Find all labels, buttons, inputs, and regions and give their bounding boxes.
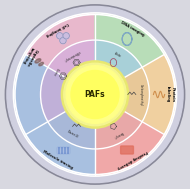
Text: PAFs: PAFs: [85, 90, 105, 99]
Wedge shape: [26, 14, 95, 94]
Text: DNA imaging: DNA imaging: [120, 21, 145, 38]
Text: Carbonylmethyl: Carbonylmethyl: [139, 84, 143, 105]
Text: Organelle
targeting: Organelle targeting: [21, 46, 38, 67]
Text: Cell imaging: Cell imaging: [46, 21, 69, 37]
Wedge shape: [95, 67, 150, 122]
Circle shape: [71, 70, 119, 119]
Wedge shape: [95, 14, 164, 94]
Circle shape: [57, 33, 63, 39]
Text: Boronyl: Boronyl: [112, 130, 123, 138]
Wedge shape: [95, 54, 175, 135]
Circle shape: [64, 63, 126, 126]
FancyBboxPatch shape: [121, 146, 133, 154]
Wedge shape: [48, 40, 95, 94]
Bar: [57, 147, 69, 153]
Circle shape: [5, 5, 185, 184]
Text: Azide: Azide: [113, 51, 122, 59]
Text: Prodrug delivery: Prodrug delivery: [117, 149, 148, 170]
Circle shape: [61, 61, 129, 128]
Circle shape: [63, 33, 69, 39]
Wedge shape: [95, 94, 164, 175]
Wedge shape: [15, 54, 95, 135]
Wedge shape: [95, 94, 142, 149]
Wedge shape: [40, 67, 95, 122]
Text: Oxime: Oxime: [51, 67, 59, 77]
Circle shape: [7, 6, 183, 183]
Circle shape: [66, 66, 124, 123]
Text: o-Nitrobenzyl: o-Nitrobenzyl: [63, 49, 81, 61]
Text: Molecule tracing: Molecule tracing: [42, 149, 73, 170]
Circle shape: [60, 37, 66, 44]
Circle shape: [13, 13, 177, 176]
Ellipse shape: [39, 62, 44, 66]
Text: Diazen-N: Diazen-N: [66, 129, 78, 139]
Ellipse shape: [35, 59, 41, 63]
Wedge shape: [48, 94, 95, 149]
Text: Protein
labeling: Protein labeling: [166, 86, 175, 103]
Wedge shape: [26, 94, 95, 175]
Wedge shape: [95, 40, 142, 94]
